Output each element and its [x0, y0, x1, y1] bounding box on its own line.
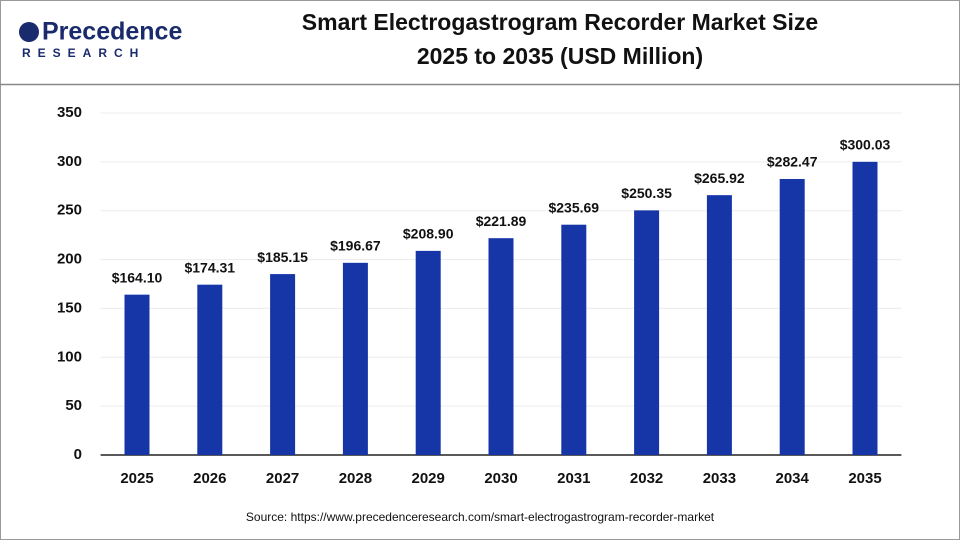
bar: [779, 178, 805, 455]
bar: [561, 224, 587, 455]
value-label: $174.31: [184, 259, 235, 275]
bar: [197, 284, 223, 455]
y-tick-label: 250: [57, 202, 82, 219]
y-tick-label: 300: [57, 153, 82, 170]
bar: [852, 161, 878, 456]
bar: [634, 210, 660, 455]
bar: [488, 238, 514, 455]
source-note: Source: https://www.precedenceresearch.c…: [246, 510, 715, 524]
chart-title: Smart Electrogastrogram Recorder Market …: [302, 9, 818, 35]
x-tick-label: 2029: [412, 470, 445, 487]
value-label: $221.89: [476, 213, 527, 229]
bar: [124, 294, 150, 455]
y-tick-label: 50: [65, 397, 82, 414]
x-tick-label: 2035: [848, 470, 881, 487]
value-label: $250.35: [621, 185, 672, 201]
bar: [706, 195, 732, 455]
y-tick-label: 0: [74, 446, 82, 463]
value-label: $282.47: [767, 154, 818, 170]
logo-name: Precedence: [42, 18, 182, 46]
value-label: $196.67: [330, 238, 381, 254]
y-tick-label: 200: [57, 251, 82, 268]
x-tick-label: 2025: [120, 470, 153, 487]
bar: [270, 274, 296, 455]
x-tick-label: 2030: [484, 470, 517, 487]
logo-tagline: RESEARCH: [22, 46, 145, 60]
value-label: $185.15: [257, 249, 308, 265]
value-label: $235.69: [548, 199, 599, 215]
x-tick-label: 2033: [703, 470, 736, 487]
y-tick-label: 150: [57, 299, 82, 316]
y-tick-label: 350: [57, 104, 82, 121]
value-label: $265.92: [694, 170, 745, 186]
bar: [342, 262, 368, 455]
logo-icon: [19, 22, 39, 42]
value-label: $208.90: [403, 226, 454, 242]
y-tick-label: 100: [57, 348, 82, 365]
x-tick-label: 2028: [339, 470, 372, 487]
x-tick-label: 2027: [266, 470, 299, 487]
value-label: $300.03: [840, 137, 891, 153]
bar: [415, 250, 441, 455]
x-tick-label: 2026: [193, 470, 226, 487]
x-tick-label: 2032: [630, 470, 663, 487]
chart-title: 2025 to 2035 (USD Million): [417, 43, 703, 69]
value-label: $164.10: [112, 269, 163, 285]
x-tick-label: 2034: [776, 470, 810, 487]
x-tick-label: 2031: [557, 470, 590, 487]
